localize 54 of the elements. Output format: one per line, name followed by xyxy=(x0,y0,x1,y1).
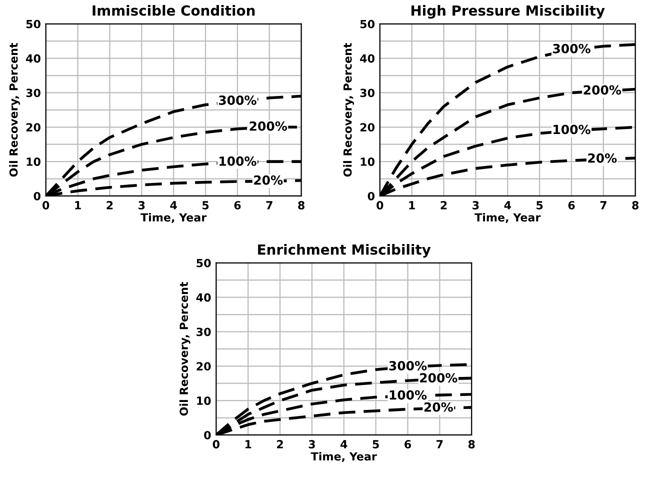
y-tick-label: 20 xyxy=(196,362,211,371)
y-tick-label: 50 xyxy=(196,258,211,268)
y-tick-label: 10 xyxy=(360,158,375,166)
y-tick-label: 30 xyxy=(196,328,211,336)
y-tick-label: 0 xyxy=(368,192,375,200)
x-axis-title: Time, Year xyxy=(310,452,377,462)
x-tick-label: 3 xyxy=(138,201,145,210)
x-tick-label: 0 xyxy=(212,440,220,448)
y-tick-label: 10 xyxy=(197,396,211,405)
x-tick-label: 6 xyxy=(568,201,575,210)
y-tick-label: 50 xyxy=(26,20,40,28)
x-tick-label: 0 xyxy=(42,201,50,210)
y-tick-label: 0 xyxy=(204,430,211,440)
x-tick-label: 5 xyxy=(536,201,543,210)
y-tick-label: 40 xyxy=(196,293,211,302)
y-tick-label: 30 xyxy=(26,88,40,98)
y-axis-title: Oil Recovery, Percent xyxy=(343,42,354,177)
chart-title: Immiscible Condition xyxy=(92,5,255,16)
x-tick-label: 7 xyxy=(436,440,443,448)
x-tick-label: 8 xyxy=(298,201,304,210)
y-tick-label: 0 xyxy=(34,192,40,200)
x-tick-label: 8 xyxy=(468,440,475,448)
y-tick-label: 20 xyxy=(26,123,40,132)
x-tick-label: 1 xyxy=(409,201,415,210)
x-tick-label: 5 xyxy=(372,440,379,448)
x-tick-label: 1 xyxy=(245,440,252,448)
x-tick-label: 6 xyxy=(234,201,241,210)
x-tick-label: 2 xyxy=(106,201,113,210)
chart-title: High Pressure Miscibility xyxy=(412,5,605,19)
y-axis-title: Oil Recovery, Percent xyxy=(9,42,20,177)
x-tick-label: 5 xyxy=(202,201,209,210)
x-tick-label: 3 xyxy=(472,201,479,210)
y-tick-label: 10 xyxy=(26,158,40,166)
x-tick-label: 4 xyxy=(170,201,177,210)
x-tick-label: 7 xyxy=(600,201,606,210)
x-tick-label: 8 xyxy=(632,201,639,210)
y-tick-label: 40 xyxy=(360,54,375,63)
chart-title: Enrichment Miscibility xyxy=(258,244,431,258)
x-tick-label: 2 xyxy=(440,201,447,210)
x-tick-label: 6 xyxy=(404,440,412,448)
x-tick-label: 3 xyxy=(308,440,315,448)
y-tick-label: 40 xyxy=(26,54,40,63)
x-axis-title: Time, Year xyxy=(140,212,207,224)
x-tick-label: 1 xyxy=(75,201,81,210)
x-tick-label: 7 xyxy=(266,201,272,210)
y-tick-label: 50 xyxy=(360,20,375,28)
y-tick-label: 20 xyxy=(360,123,375,132)
x-axis-title: Time, Year xyxy=(474,212,541,224)
x-tick-label: 4 xyxy=(340,440,348,448)
y-tick-label: 30 xyxy=(360,88,375,98)
x-tick-label: 4 xyxy=(504,201,511,210)
x-tick-label: 0 xyxy=(376,201,384,210)
y-axis-title: Oil Recovery, Percent xyxy=(179,282,190,416)
x-tick-label: 2 xyxy=(277,440,283,448)
